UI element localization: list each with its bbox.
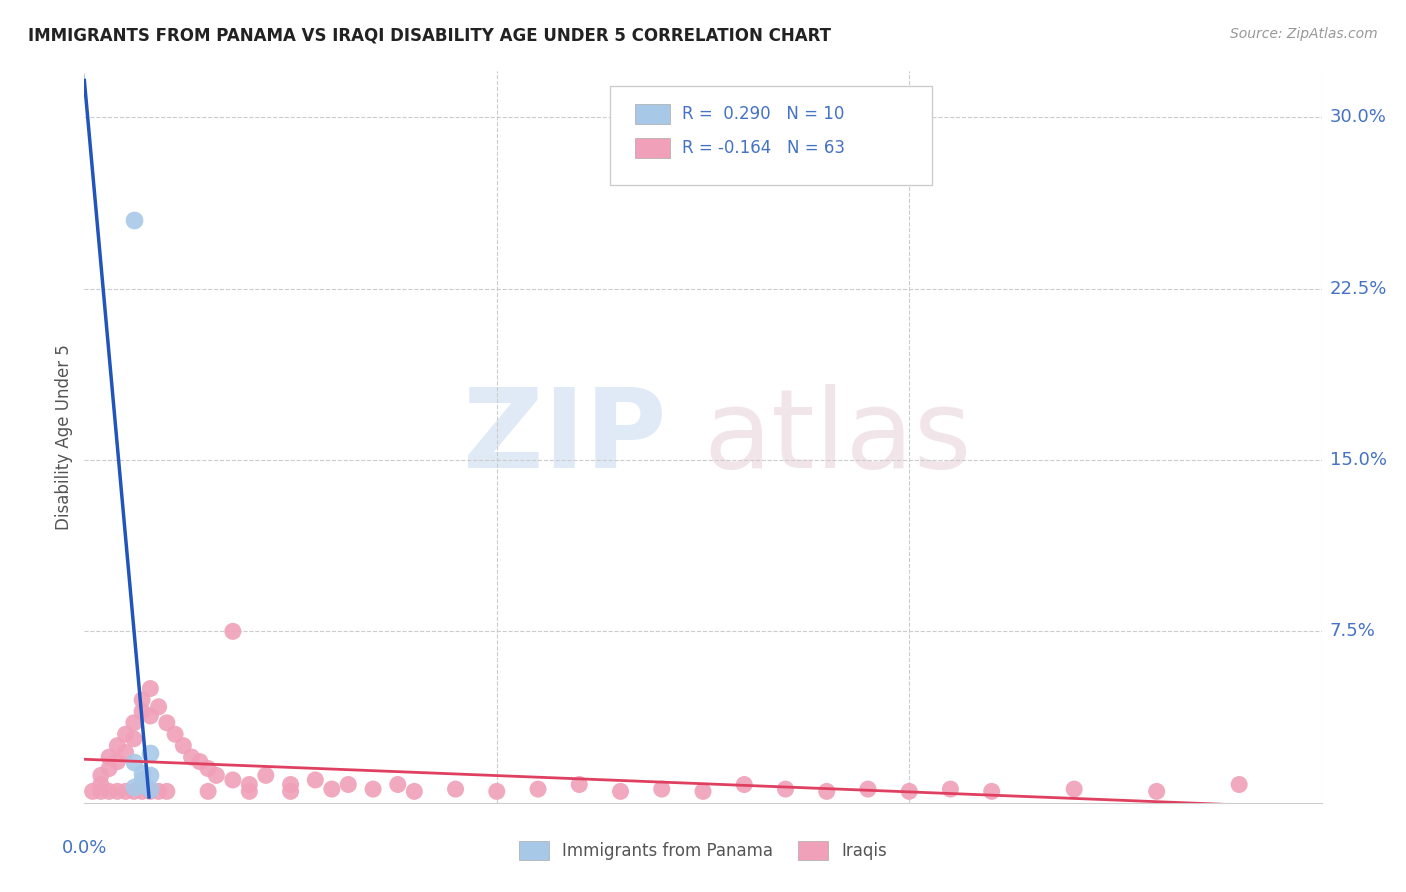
Point bbox=[180, 750, 202, 764]
Point bbox=[122, 784, 145, 798]
Point bbox=[122, 715, 145, 730]
Point bbox=[568, 777, 591, 792]
FancyBboxPatch shape bbox=[610, 86, 932, 185]
Text: R =  0.290   N = 10: R = 0.290 N = 10 bbox=[682, 104, 845, 123]
Point bbox=[188, 755, 211, 769]
Point bbox=[122, 213, 145, 227]
Point bbox=[139, 746, 162, 760]
Point bbox=[139, 709, 162, 723]
Text: 15.0%: 15.0% bbox=[1330, 451, 1386, 469]
Point bbox=[131, 775, 153, 789]
Legend: Immigrants from Panama, Iraqis: Immigrants from Panama, Iraqis bbox=[519, 841, 887, 860]
Point bbox=[156, 715, 179, 730]
Point bbox=[238, 784, 260, 798]
Point bbox=[254, 768, 277, 782]
Point bbox=[122, 731, 145, 746]
Point bbox=[527, 782, 550, 797]
Point bbox=[131, 766, 153, 780]
Point bbox=[692, 784, 714, 798]
Point bbox=[148, 784, 170, 798]
Point bbox=[131, 693, 153, 707]
Text: Source: ZipAtlas.com: Source: ZipAtlas.com bbox=[1230, 27, 1378, 41]
Text: 22.5%: 22.5% bbox=[1330, 279, 1388, 298]
Point bbox=[98, 750, 121, 764]
Point bbox=[222, 624, 245, 639]
Point bbox=[98, 784, 121, 798]
Point bbox=[122, 755, 145, 769]
Point bbox=[165, 727, 187, 741]
Point bbox=[387, 777, 409, 792]
Point bbox=[651, 782, 673, 797]
Text: atlas: atlas bbox=[703, 384, 972, 491]
Point bbox=[856, 782, 879, 797]
Y-axis label: Disability Age Under 5: Disability Age Under 5 bbox=[55, 344, 73, 530]
Bar bbox=[636, 138, 669, 159]
Point bbox=[197, 784, 219, 798]
Point bbox=[105, 739, 128, 753]
Point bbox=[898, 784, 921, 798]
Point bbox=[131, 772, 153, 787]
Point bbox=[361, 782, 384, 797]
Point bbox=[980, 784, 1002, 798]
Point bbox=[238, 777, 260, 792]
Text: ZIP: ZIP bbox=[463, 384, 666, 491]
Point bbox=[139, 784, 162, 798]
Text: R = -0.164   N = 63: R = -0.164 N = 63 bbox=[682, 139, 845, 157]
Point bbox=[156, 784, 179, 798]
Point bbox=[131, 705, 153, 719]
Point bbox=[114, 746, 136, 760]
Point bbox=[1146, 784, 1168, 798]
Point bbox=[1227, 777, 1250, 792]
Point bbox=[105, 784, 128, 798]
Point bbox=[172, 739, 194, 753]
Point bbox=[148, 699, 170, 714]
Point bbox=[131, 784, 153, 798]
Point bbox=[280, 784, 302, 798]
Point bbox=[205, 768, 228, 782]
Point bbox=[82, 784, 104, 798]
Point bbox=[90, 784, 112, 798]
Point bbox=[98, 762, 121, 776]
Point bbox=[131, 777, 153, 792]
Point bbox=[485, 784, 508, 798]
Point bbox=[304, 772, 326, 787]
Text: 30.0%: 30.0% bbox=[1330, 108, 1386, 126]
Point bbox=[114, 784, 136, 798]
Bar bbox=[636, 103, 669, 124]
Point bbox=[197, 762, 219, 776]
Point bbox=[775, 782, 797, 797]
Point bbox=[939, 782, 962, 797]
Point bbox=[337, 777, 360, 792]
Text: 0.0%: 0.0% bbox=[62, 839, 107, 857]
Point bbox=[122, 780, 145, 794]
Point bbox=[105, 755, 128, 769]
Point bbox=[733, 777, 755, 792]
Point bbox=[815, 784, 838, 798]
Point bbox=[280, 777, 302, 792]
Point bbox=[404, 784, 426, 798]
Point bbox=[1063, 782, 1085, 797]
Point bbox=[139, 768, 162, 782]
Text: 7.5%: 7.5% bbox=[1330, 623, 1376, 640]
Text: IMMIGRANTS FROM PANAMA VS IRAQI DISABILITY AGE UNDER 5 CORRELATION CHART: IMMIGRANTS FROM PANAMA VS IRAQI DISABILI… bbox=[28, 27, 831, 45]
Point bbox=[139, 782, 162, 797]
Point bbox=[90, 777, 112, 792]
Point bbox=[222, 772, 245, 787]
Point bbox=[444, 782, 467, 797]
Point bbox=[609, 784, 631, 798]
Point bbox=[321, 782, 343, 797]
Point bbox=[114, 727, 136, 741]
Point bbox=[139, 681, 162, 696]
Point bbox=[90, 768, 112, 782]
